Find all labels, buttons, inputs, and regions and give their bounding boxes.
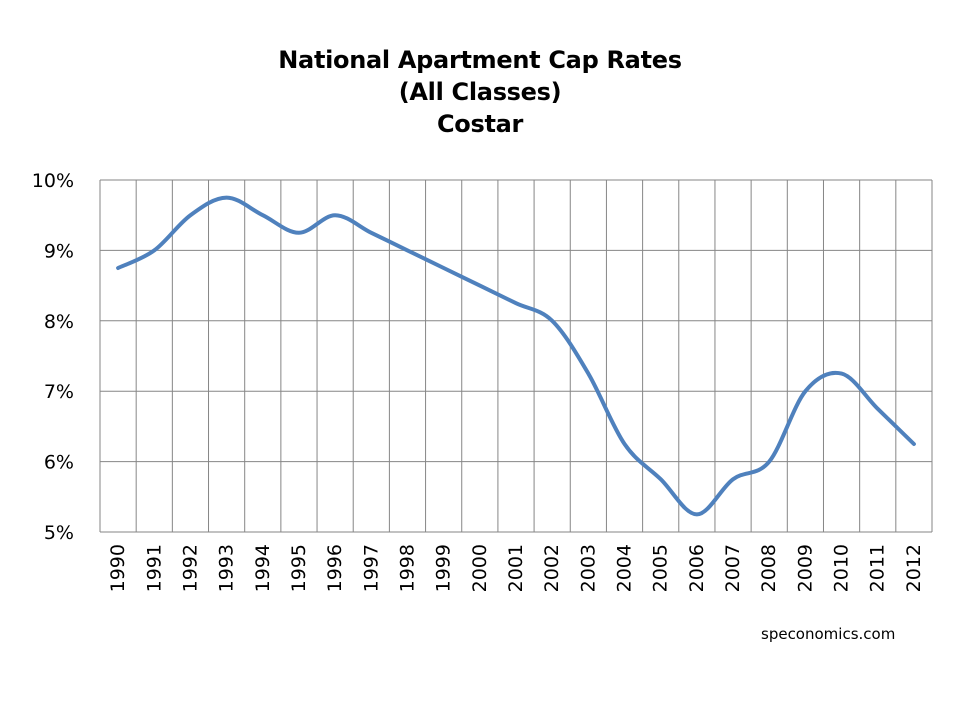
x-tick-label: 2000 xyxy=(469,544,491,592)
x-tick-label: 1991 xyxy=(143,544,165,592)
series-line xyxy=(116,195,916,517)
x-tick-label: 2012 xyxy=(903,544,925,592)
source-credit: speconomics.com xyxy=(761,625,896,643)
x-tick-label: 2008 xyxy=(758,544,780,592)
x-tick-label: 2004 xyxy=(614,544,636,592)
y-tick-label: 6% xyxy=(44,452,74,474)
y-tick-label: 5% xyxy=(44,522,74,544)
x-tick-label: 2002 xyxy=(541,544,563,592)
x-tick-label: 2005 xyxy=(650,544,672,592)
chart-title-line-2: (All Classes) xyxy=(398,78,562,106)
y-tick-label: 8% xyxy=(44,311,74,333)
y-axis-ticks: 5% 6% 7% 8% 9% 10% xyxy=(32,170,74,544)
x-tick-label: 2009 xyxy=(794,544,816,592)
x-axis-ticks: 1990 1991 1992 1993 1994 1995 1996 1997 1998 1999… xyxy=(107,544,925,592)
x-tick-label: 1997 xyxy=(360,544,382,592)
x-tick-label: 1992 xyxy=(179,544,201,592)
x-tick-label: 2006 xyxy=(686,544,708,592)
chart-title-line-3: Costar xyxy=(436,110,524,138)
x-tick-label: 2007 xyxy=(722,544,744,592)
x-tick-label: 2010 xyxy=(831,544,853,592)
x-tick-label: 1995 xyxy=(288,544,310,592)
x-tick-label: 1999 xyxy=(433,544,455,592)
chart-title-line-1: National Apartment Cap Rates xyxy=(278,46,682,74)
x-tick-label: 1998 xyxy=(396,544,418,592)
chart-title: National Apartment Cap Rates (All Classe… xyxy=(0,44,960,140)
grid xyxy=(99,179,933,533)
y-tick-label: 9% xyxy=(44,240,74,262)
series-layer xyxy=(116,195,916,517)
x-tick-label: 2003 xyxy=(577,544,599,592)
x-tick-label: 2011 xyxy=(867,544,889,592)
x-tick-label: 1993 xyxy=(216,544,238,592)
x-tick-label: 2001 xyxy=(505,544,527,592)
y-tick-label: 7% xyxy=(44,381,74,403)
x-tick-label: 1990 xyxy=(107,544,129,592)
x-tick-label: 1994 xyxy=(252,544,274,592)
x-tick-label: 1996 xyxy=(324,544,346,592)
y-tick-label: 10% xyxy=(32,170,74,192)
